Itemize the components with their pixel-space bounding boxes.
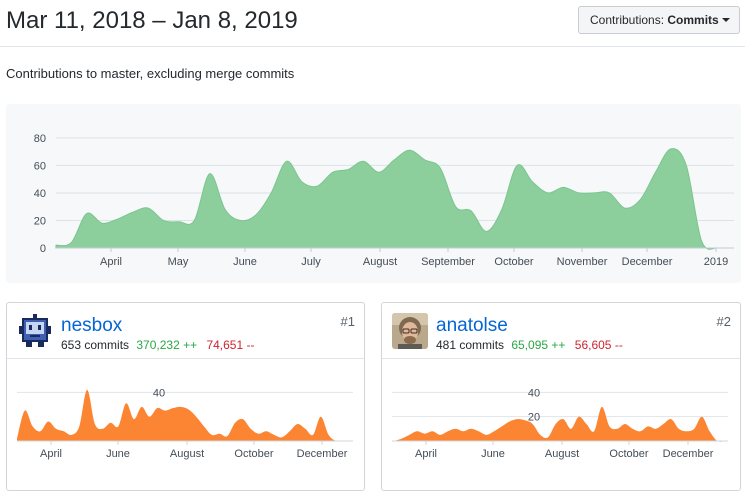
y-tick-label: 60 <box>34 160 46 172</box>
contributor-activity-chart: 40 20 April June August October December <box>392 387 728 460</box>
y-tick-label: 40 <box>34 188 46 200</box>
x-tick-label: 2019 <box>704 256 728 268</box>
overview-area-series <box>55 148 718 250</box>
overview-chart-svg: 80 60 40 20 0 April May June July August September… <box>34 133 734 268</box>
contributor-card-nesbox: nesbox 653 commits 370,232 ++ 74,651 -- … <box>6 302 365 491</box>
caret-down-icon <box>721 18 730 22</box>
x-tick-label: October <box>609 448 648 460</box>
x-tick-label: July <box>301 256 321 268</box>
additions-count: 370,232 ++ <box>136 338 198 352</box>
x-tick-label: June <box>481 448 505 460</box>
x-tick-label: April <box>415 448 437 460</box>
x-tick-label: September <box>421 256 475 268</box>
contributor-area-series <box>17 389 352 442</box>
contributor-rank: #1 <box>340 314 355 329</box>
y-tick-label: 40 <box>528 387 540 399</box>
header: Mar 11, 2018 – Jan 8, 2019 Contributions… <box>0 0 745 47</box>
person-photo-icon[interactable] <box>392 313 428 349</box>
contributor-username-link[interactable]: anatolse <box>436 315 508 336</box>
x-tick-label: August <box>363 256 397 268</box>
x-tick-label: October <box>234 448 273 460</box>
dropdown-selected-value: Commits <box>667 13 719 27</box>
contributor-area-series <box>394 406 725 442</box>
contributor-activity-chart: 40 April June August October December <box>17 387 353 460</box>
y-tick-label: 20 <box>528 412 540 424</box>
contributor-rank: #2 <box>716 314 731 329</box>
contributor-card-header: anatolse 481 commits 65,095 ++ 56,605 --… <box>382 303 740 359</box>
x-tick-label: June <box>233 256 257 268</box>
x-tick-label: April <box>40 448 62 460</box>
contributor-stats: 481 commits 65,095 ++ 56,605 -- <box>436 338 623 352</box>
contributions-subtitle: Contributions to master, excluding merge… <box>6 66 295 81</box>
x-tick-label: October <box>494 256 533 268</box>
deletions-count: 74,651 -- <box>206 338 255 352</box>
x-tick-label: August <box>170 448 204 460</box>
x-tick-label: June <box>106 448 130 460</box>
x-tick-label: December <box>663 448 714 460</box>
x-tick-label: November <box>557 256 608 268</box>
y-tick-label: 80 <box>34 133 46 145</box>
y-tick-label: 20 <box>34 215 46 227</box>
robot-icon[interactable] <box>17 313 53 349</box>
x-tick-label: April <box>100 256 122 268</box>
x-tick-label: May <box>168 256 189 268</box>
x-tick-label: August <box>545 448 579 460</box>
x-tick-label: December <box>622 256 673 268</box>
commit-count: 481 commits <box>436 338 505 352</box>
additions-count: 65,095 ++ <box>511 338 566 352</box>
contributions-overview-chart[interactable]: 80 60 40 20 0 April May June July August September… <box>6 104 741 283</box>
dropdown-prefix: Contributions: <box>590 13 665 27</box>
x-tick-label: December <box>297 448 348 460</box>
contributor-card-header: nesbox 653 commits 370,232 ++ 74,651 -- … <box>7 303 364 359</box>
contributor-stats: 653 commits 370,232 ++ 74,651 -- <box>61 338 254 352</box>
deletions-count: 56,605 -- <box>574 338 623 352</box>
y-tick-label: 0 <box>40 243 46 255</box>
commit-count: 653 commits <box>61 338 130 352</box>
contributor-username-link[interactable]: nesbox <box>61 315 123 336</box>
y-tick-label: 40 <box>153 387 165 399</box>
contributor-card-anatolse: anatolse 481 commits 65,095 ++ 56,605 --… <box>381 302 741 491</box>
contributions-type-dropdown[interactable]: Contributions: Commits <box>578 6 740 34</box>
date-range-title: Mar 11, 2018 – Jan 8, 2019 <box>6 7 298 34</box>
